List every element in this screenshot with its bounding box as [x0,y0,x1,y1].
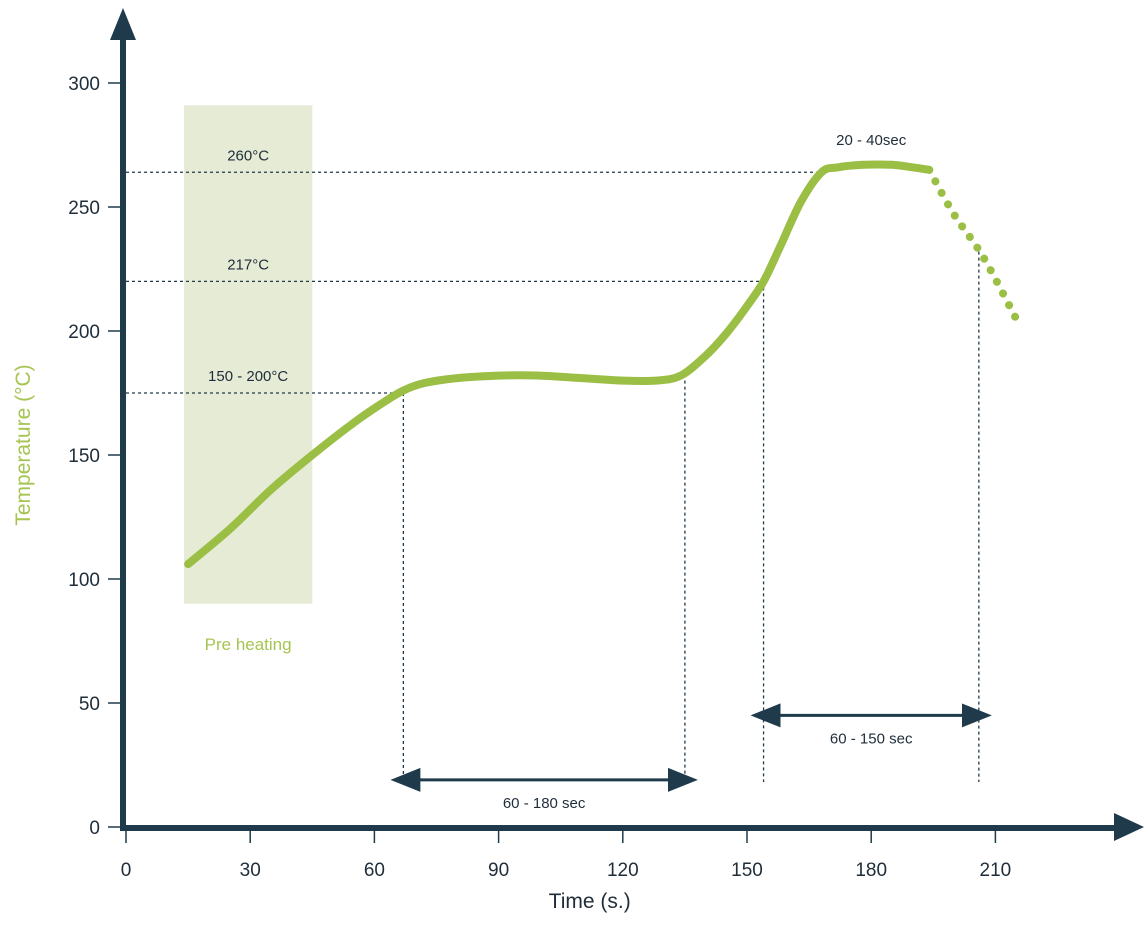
y-tick-label: 50 [79,694,100,715]
temperature-curve [184,160,934,569]
x-tick-label: 30 [240,860,261,881]
preheat-zone [183,105,313,604]
x-tick-label: 210 [980,860,1012,881]
y-tick-label: 300 [68,74,100,95]
x-tick-label: 0 [121,860,132,881]
cooling-curve-dotted [925,165,1021,323]
y-tick-label: 250 [68,198,100,219]
x-axis-arrow [1114,813,1144,841]
reference-label: 260°C [227,147,269,164]
x-tick-label: 90 [488,860,509,881]
y-tick-label: 150 [68,446,100,467]
y-tick-label: 100 [68,570,100,591]
interval-label: 60 - 180 sec [503,795,586,812]
x-tick-label: 120 [607,860,639,881]
preheat-label: Pre heating [205,635,292,654]
reference-label: 217°C [227,256,269,273]
x-tick-label: 180 [855,860,887,881]
x-axis-title: Time (s.) [549,890,631,913]
interval-label: 60 - 150 sec [830,730,913,747]
y-axis-arrow [110,8,136,40]
peak-duration-label: 20 - 40sec [836,132,907,149]
y-tick-label: 0 [89,818,100,839]
x-tick-label: 150 [731,860,763,881]
y-tick-label: 200 [68,322,100,343]
reference-label: 150 - 200°C [208,368,288,385]
x-tick-label: 60 [364,860,385,881]
y-axis-title: Temperature (°C) [12,364,35,525]
